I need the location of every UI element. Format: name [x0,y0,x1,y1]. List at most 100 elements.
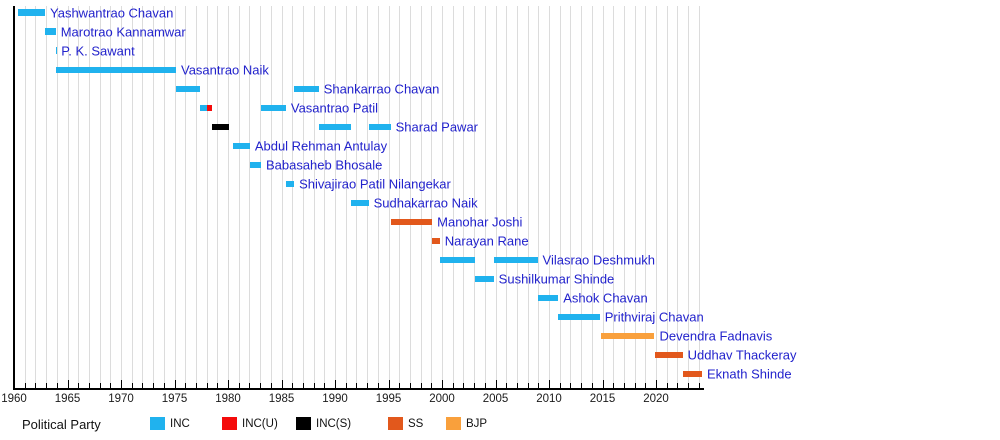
axis-major-tick [442,380,443,388]
axis-minor-tick [345,383,347,388]
axis-major-tick [281,380,283,388]
axis-tick-label: 1985 [268,393,295,405]
axis-minor-tick [99,383,101,388]
gridline [345,6,347,388]
axis-minor-tick [324,383,326,388]
term-bar [207,104,213,112]
person-label: Shankarrao Chavan [323,81,440,97]
legend-label: SS [408,418,424,430]
axis-major-tick [121,380,122,388]
axis-major-tick [67,380,69,388]
gridline [292,6,294,388]
axis-minor-tick [78,383,80,388]
gridline [495,6,497,388]
person-label: Sudhakarrao Naik [373,195,478,211]
gridline [260,6,262,388]
legend-label: INC [170,418,190,430]
gridline [623,6,625,388]
axis-minor-tick [185,383,187,388]
gridline [602,6,604,388]
term-bar [17,9,45,16]
gridline [163,6,165,388]
axis-minor-tick [206,383,208,388]
gridline [88,6,90,388]
gridline [399,6,401,388]
person-label: Marotrao Kannamwar [60,24,186,40]
axis-minor-tick [516,383,518,388]
gridline [377,6,379,388]
term-bar [390,218,433,226]
legend-label: INC(U) [242,418,278,430]
legend-swatch-bjp [446,417,461,430]
axis-minor-tick [110,383,112,388]
axis-minor-tick [666,383,668,388]
gridline [538,6,540,388]
gridline [666,6,668,388]
axis-minor-tick [302,383,304,388]
axis-minor-tick [153,383,155,388]
axis-minor-tick [270,383,272,388]
gridline [452,6,454,388]
gridline [420,6,422,388]
axis-minor-tick [195,383,197,388]
axis-minor-tick [688,383,690,388]
axis-minor-tick [163,383,165,388]
gridline [174,6,176,388]
person-label: Shivajirao Patil Nilangekar [299,176,451,192]
gridline [249,6,251,388]
axis-minor-tick [506,383,508,388]
axis-tick-label: 1960 [1,393,27,405]
gridline [195,6,197,388]
term-bar [432,237,440,245]
gridline [46,6,48,388]
axis-major-tick [335,380,336,388]
axis-minor-tick [131,383,133,388]
axis-major-tick [228,380,229,388]
gridline [688,6,690,388]
gridline [677,6,679,388]
gridline [206,6,208,388]
axis-minor-tick [538,383,540,388]
axis-minor-tick [623,383,625,388]
gridline [613,6,615,388]
axis-minor-tick [313,383,315,388]
gridline [270,6,272,388]
gridline [581,6,583,388]
gridline [591,6,593,388]
legend-label: INC(S) [316,418,352,430]
axis-minor-tick [217,383,219,388]
gridline [228,6,229,388]
legend-swatch-inc [150,417,165,430]
gridline [110,6,112,388]
gridline [302,6,304,388]
person-label: Devendra Fadnavis [659,328,773,344]
term-bar [175,85,200,93]
axis-tick-label: 2005 [482,393,509,405]
gridline [559,6,561,388]
gridline [645,6,647,388]
person-label: Uddhav Thackeray [687,347,797,363]
gridline [99,6,101,388]
axis-minor-tick [570,383,572,388]
gridline [313,6,315,388]
term-bar [261,104,286,112]
gridline [185,6,187,388]
gridline [634,6,636,388]
term-bar [493,256,538,264]
person-label: Narayan Rane [444,233,529,249]
axis-major-tick [388,380,390,388]
gridline [388,6,390,388]
gridline [281,6,283,388]
term-bar [318,123,351,131]
axis-tick-label: 1980 [215,393,241,405]
legend-swatch-incs [296,417,311,430]
gridline [506,6,508,388]
legend-swatch-incu [222,417,237,430]
axis-minor-tick [409,383,411,388]
gridline [153,6,155,388]
axis-minor-tick [377,383,379,388]
gridline [367,6,369,388]
axis-tick-label: 1995 [375,393,402,405]
axis-tick-label: 1970 [108,393,134,405]
term-bar [55,47,58,54]
